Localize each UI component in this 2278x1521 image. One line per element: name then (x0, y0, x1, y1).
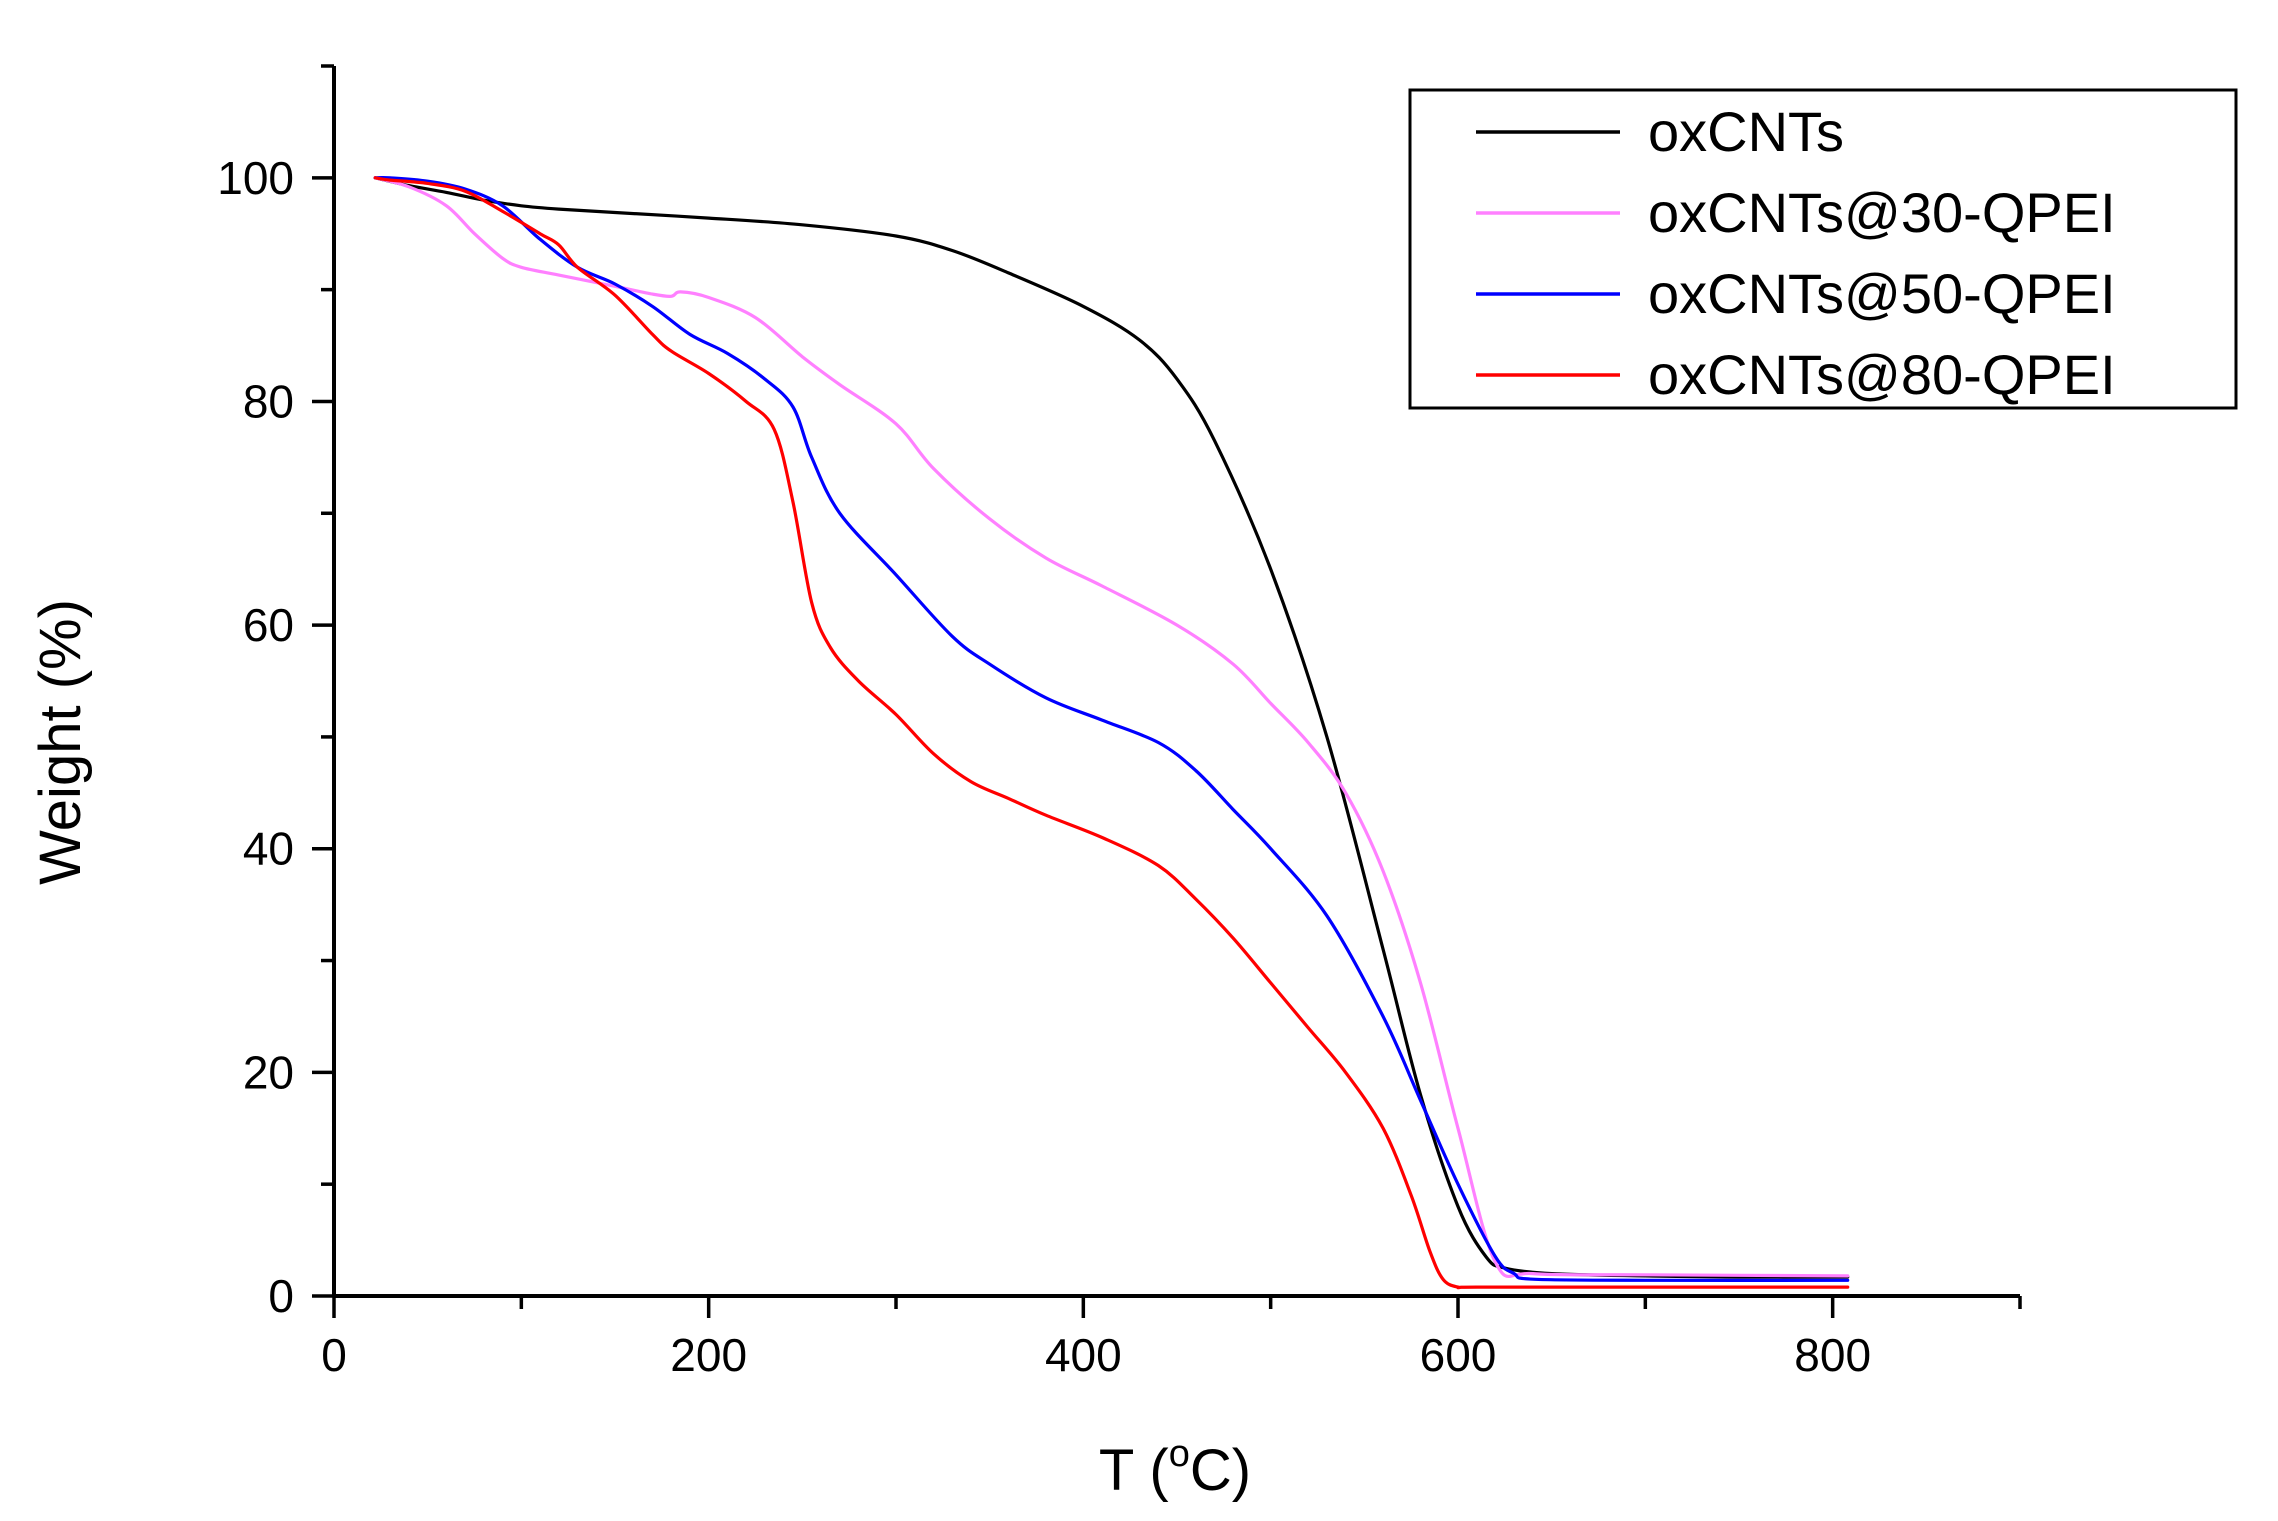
y-tick-label: 40 (243, 823, 294, 875)
axis-ticks (312, 64, 2022, 1318)
legend-box (1408, 88, 2238, 410)
y-tick-label: 80 (243, 375, 294, 427)
series-lines (373, 175, 1850, 1290)
legend-label-oxcnts: oxCNTs (1648, 100, 1844, 163)
axes (332, 66, 2020, 1298)
y-tick-label: 20 (243, 1046, 294, 1098)
x-axis-title-main: T ( (1099, 1438, 1169, 1503)
legend: oxCNTs oxCNTs@30-QPEI oxCNTs@50-QPEI oxC… (1408, 88, 2238, 410)
x-tick-label: 0 (321, 1329, 347, 1381)
series-line-oxcnts-30-qpei (373, 176, 1850, 1279)
x-tick-label: 800 (1794, 1329, 1871, 1381)
x-tick-label: 200 (670, 1329, 747, 1381)
legend-label-oxcnts-30-qpei: oxCNTs@30-QPEI (1648, 181, 2116, 244)
x-axis-title-superscript: o (1169, 1433, 1190, 1475)
legend-label-oxcnts-80-qpei: oxCNTs@80-QPEI (1648, 343, 2116, 406)
y-tick-label: 100 (217, 152, 294, 204)
y-axis-title: Weight (%) (28, 599, 93, 885)
y-tick-label: 0 (268, 1270, 294, 1322)
series-line-oxcnts-50-qpei (373, 175, 1850, 1282)
series-line-oxcnts-80-qpei (373, 176, 1850, 1290)
axis-tick-labels: 0 200 400 600 800 0 20 40 60 80 100 (217, 152, 1871, 1381)
legend-label-oxcnts-50-qpei: oxCNTs@50-QPEI (1648, 262, 2116, 325)
x-tick-label: 600 (1420, 1329, 1497, 1381)
x-axis-title: T (oC) (1099, 1433, 1251, 1503)
y-tick-label: 60 (243, 599, 294, 651)
x-tick-label: 400 (1045, 1329, 1122, 1381)
x-axis-title-unit: C) (1190, 1438, 1251, 1503)
